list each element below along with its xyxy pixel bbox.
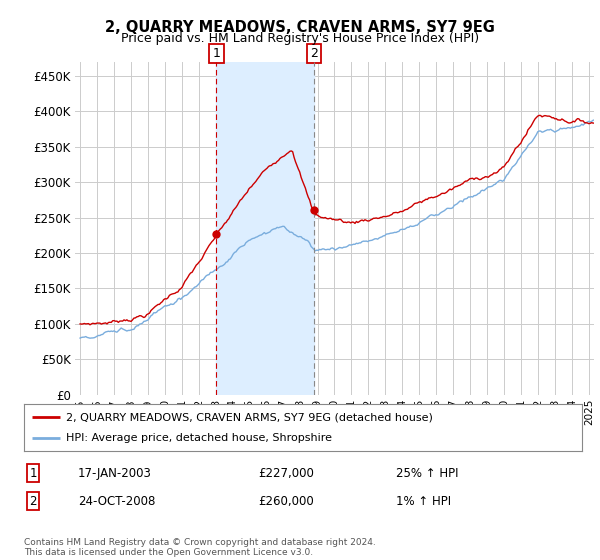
Text: £227,000: £227,000 [258,466,314,480]
Text: 1: 1 [29,466,37,480]
Text: 1% ↑ HPI: 1% ↑ HPI [396,494,451,508]
Text: 25% ↑ HPI: 25% ↑ HPI [396,466,458,480]
Text: 1: 1 [212,47,220,60]
Text: 24-OCT-2008: 24-OCT-2008 [78,494,155,508]
Text: Contains HM Land Registry data © Crown copyright and database right 2024.
This d: Contains HM Land Registry data © Crown c… [24,538,376,557]
Text: 2, QUARRY MEADOWS, CRAVEN ARMS, SY7 9EG (detached house): 2, QUARRY MEADOWS, CRAVEN ARMS, SY7 9EG … [66,412,433,422]
Text: 2: 2 [29,494,37,508]
Text: 2, QUARRY MEADOWS, CRAVEN ARMS, SY7 9EG: 2, QUARRY MEADOWS, CRAVEN ARMS, SY7 9EG [105,20,495,35]
Text: HPI: Average price, detached house, Shropshire: HPI: Average price, detached house, Shro… [66,433,332,443]
Text: 17-JAN-2003: 17-JAN-2003 [78,466,152,480]
Text: Price paid vs. HM Land Registry's House Price Index (HPI): Price paid vs. HM Land Registry's House … [121,32,479,45]
Text: £260,000: £260,000 [258,494,314,508]
Bar [217,62,314,395]
Text: 2: 2 [310,47,318,60]
